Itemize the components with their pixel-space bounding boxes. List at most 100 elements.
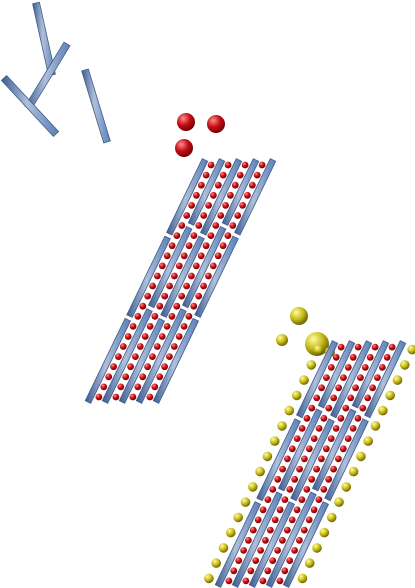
bound-yellow-ion [262,451,273,462]
stack-rod [231,491,283,588]
bound-red-ion [175,262,183,270]
bound-red-ion [337,343,345,351]
bound-red-ion [207,161,215,169]
bound-yellow-ion [326,512,337,523]
bound-red-ion [132,353,139,360]
bound-red-ion [242,577,250,585]
bound-red-ion [342,404,350,412]
stack-rod [324,418,369,502]
bound-red-ion [170,343,178,350]
bound-red-ion [269,557,277,564]
bound-red-ion [214,181,222,189]
bound-red-ion [122,373,130,381]
bound-red-ion [305,445,313,453]
bound-red-ion [119,343,127,350]
bound-red-ion [315,425,323,432]
bound-red-ion [134,312,142,320]
stack-rod [194,235,239,318]
bound-red-ion [141,333,149,340]
bound-red-ion [171,272,178,280]
bound-red-ion [279,465,286,473]
bound-red-ion [180,252,188,260]
stack-rod [84,317,132,404]
stack-rod [317,340,356,409]
bound-red-ion [276,577,284,585]
stack-rod [187,158,226,226]
bound-red-ion [352,384,359,392]
bound-red-ion [231,181,239,189]
bound-red-ion [183,282,191,290]
bound-yellow-ion [334,497,344,507]
bound-red-ion [129,393,137,401]
bound-red-ion [205,202,213,209]
bound-red-ion [313,394,321,402]
bound-red-ion [327,435,335,442]
bound-yellow-ion [277,421,287,431]
bound-red-ion [279,536,286,544]
bound-red-ion [222,202,230,209]
bound-yellow-ion [356,451,366,462]
bound-red-ion [183,212,191,219]
bound-red-ion [254,516,262,524]
bound-yellow-ion [284,405,295,416]
stack-rod [330,340,373,419]
bound-red-ion [364,394,372,402]
bound-red-ion [190,232,198,240]
free-red-ions-group [175,113,225,157]
free-red-ion [207,115,225,133]
bound-red-ion [197,181,205,189]
bound-red-ion [166,282,174,290]
bound-red-ion [337,414,345,422]
bound-red-ion [344,364,352,371]
bound-yellow-ion [363,436,374,446]
bound-red-ion [318,455,325,463]
stack-rod [126,235,171,318]
bound-red-ion [139,373,147,381]
bound-red-ion [193,191,200,199]
bound-red-ion [274,475,282,483]
bound-red-ion [320,486,328,493]
free-yellow-ions-group [276,307,335,357]
bound-red-ion [239,202,247,209]
bound-yellow-ion [392,375,403,385]
bound-red-ion [305,516,313,524]
bound-red-ion [158,333,166,340]
bound-red-ion [330,394,338,402]
bound-yellow-ion [304,558,315,568]
bound-red-ion [214,252,222,260]
bound-red-ion [151,312,159,320]
bound-red-ion [168,312,176,320]
bound-red-ion [245,536,252,544]
bound-red-ion [323,374,330,381]
bound-red-ion [388,343,396,351]
bound-red-ion [322,445,330,453]
bound-red-ion [158,262,166,270]
bound-red-ion [264,496,272,503]
bound-red-ion [180,323,188,330]
bound-red-ion [330,465,337,473]
bound-red-ion [217,212,225,219]
stack-rod [282,501,330,588]
loose-rod [32,1,56,77]
bound-red-ion [361,364,369,371]
bound-red-ion [310,435,318,442]
bound-red-ion [134,383,142,391]
bound-red-ion [225,577,233,585]
bound-red-ion [298,496,306,503]
bound-red-ion [308,475,316,483]
bound-red-ion [95,393,103,401]
bound-red-ion [161,292,169,300]
bound-yellow-ion [255,466,265,477]
bound-red-ion [241,161,249,169]
bound-yellow-ion [370,421,381,431]
bound-red-ion [100,383,108,391]
bound-red-ion [156,302,164,310]
bound-red-ion [175,333,183,340]
free-yellow-ion [290,307,308,325]
stack-rod [160,235,205,318]
bound-red-ion [332,425,340,432]
stack-rod [311,408,357,492]
bound-yellow-ion [385,390,396,401]
bound-red-ion [110,363,117,371]
